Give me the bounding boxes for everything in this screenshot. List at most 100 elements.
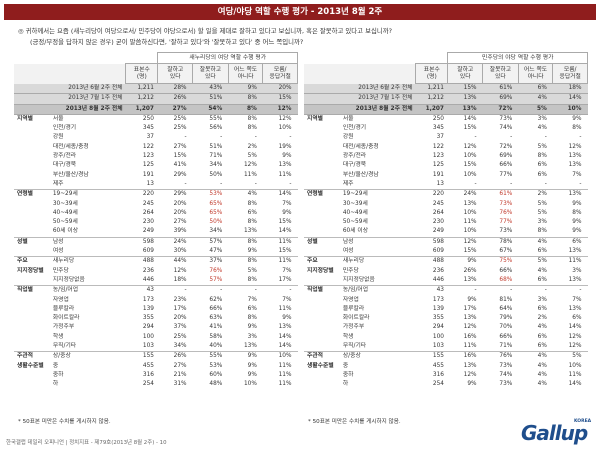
subgroup-label: 19~29세	[340, 189, 416, 200]
value-cell: 7%	[572, 171, 582, 178]
table-row: 가정주부 294 37% 41% 9% 13%	[14, 323, 298, 332]
sample-size: 294	[432, 324, 444, 331]
value-cell: 13%	[243, 343, 257, 350]
group-label	[304, 314, 341, 323]
value-cell: 60%	[209, 371, 223, 378]
table-row: 인천/경기 345 25% 56% 8% 10%	[14, 124, 298, 133]
group-label: 주관적	[14, 351, 51, 362]
value-cell: -	[544, 134, 547, 141]
group-label	[14, 200, 51, 209]
sample-size: 345	[142, 125, 154, 132]
value-cell: 29%	[157, 189, 193, 200]
value-cell: 10%	[552, 104, 588, 115]
subgroup-label: 50~59세	[52, 219, 78, 226]
value-cell: 4%	[228, 189, 263, 200]
value-cell: 26%	[463, 267, 477, 274]
sample-size: 123	[142, 153, 154, 160]
value-cell: 6%	[518, 83, 553, 95]
subgroup-label: 서울	[342, 115, 354, 122]
value-cell: 27%	[157, 104, 193, 115]
table-row: 주관적 상/중상 155 16% 76% 4% 5%	[304, 351, 588, 362]
value-cell: 9%	[447, 256, 483, 267]
column-header: 잘못하고 있다	[482, 63, 519, 84]
group-label: 성별	[14, 236, 51, 248]
subgroup-label: 하	[342, 381, 349, 388]
sample-size: 139	[432, 305, 444, 312]
value-cell: 17%	[278, 276, 292, 283]
table-row: 60세 이상 249 39% 34% 13% 14%	[14, 227, 298, 237]
value-cell: 9%	[572, 200, 582, 207]
value-cell: 12%	[447, 236, 483, 248]
group-label	[304, 323, 341, 332]
group-label	[304, 180, 341, 190]
group-label	[14, 296, 51, 305]
subgroup-label: 대전/세종/충청	[52, 143, 89, 150]
table-row: 무직/기타 103 11% 71% 6% 12%	[304, 342, 588, 352]
table-row: 하 254 31% 48% 10% 11%	[14, 380, 298, 389]
value-cell: 6%	[537, 343, 547, 350]
subgroup-label: 부산/울산/경남	[52, 171, 89, 178]
value-cell: 12%	[463, 371, 477, 378]
header-blank	[14, 63, 126, 84]
sample-size: 250	[432, 115, 444, 122]
group-label	[14, 152, 51, 161]
sample-size: 254	[432, 381, 444, 388]
value-cell: 56%	[209, 125, 223, 132]
group-label	[304, 143, 341, 152]
value-cell: 26%	[157, 93, 193, 105]
opposition-party-table-panel: 민주당의 야당 역할 수행 평가 표본수 (명) 잘하고 있다 잘못하고 있다 어느 쪽…	[304, 52, 588, 390]
value-cell: 5%	[518, 104, 553, 115]
table-row: 강원 37 - - - -	[304, 133, 588, 142]
value-cell: 6%	[552, 236, 588, 248]
value-cell: 76%	[209, 267, 223, 274]
subgroup-label: 50~59세	[342, 219, 368, 226]
sample-size: 254	[142, 381, 154, 388]
ruling-party-table: 새누리당의 여당 역할 수행 평가 표본수 (명) 잘하고 있다 잘못하고 있다 어느 …	[14, 52, 298, 390]
value-cell: 5%	[247, 267, 257, 274]
value-cell: 64%	[499, 305, 513, 312]
group-label	[304, 296, 341, 305]
value-cell: -	[254, 180, 257, 187]
value-cell: 14%	[568, 381, 582, 388]
group-label	[304, 209, 341, 218]
value-cell: 55%	[209, 115, 223, 122]
value-cell: 65%	[209, 209, 223, 216]
value-cell: 37%	[173, 324, 187, 331]
subgroup-label: 여성	[342, 248, 354, 255]
value-cell: 69%	[499, 153, 513, 160]
value-cell: 19%	[278, 143, 292, 150]
value-cell: 9%	[572, 228, 582, 235]
table-row: 50~59세 230 11% 77% 3% 9%	[304, 218, 588, 227]
value-cell: 16%	[463, 333, 477, 340]
subgroup-label: 중하	[342, 371, 354, 378]
value-cell: 12%	[568, 333, 582, 340]
value-cell: 11%	[278, 362, 292, 369]
sample-size: 100	[432, 333, 444, 340]
column-header: 표본수 (명)	[415, 63, 449, 84]
value-cell: 13%	[552, 189, 588, 200]
value-cell: 25%	[173, 125, 187, 132]
subgroup-label: 무직/기타	[52, 343, 77, 350]
sample-size: 1,212	[415, 93, 448, 105]
subgroup-label: 자영업	[342, 296, 359, 303]
sample-size: 155	[125, 351, 158, 362]
table-row: 제주 13 - - - -	[14, 180, 298, 190]
group-label: 주요	[304, 256, 341, 267]
sample-size: 236	[142, 267, 154, 274]
header-blank	[304, 52, 448, 64]
value-cell: 65%	[209, 200, 223, 207]
sample-size: 173	[432, 296, 444, 303]
group-label	[304, 305, 341, 314]
value-cell: 68%	[499, 276, 513, 283]
value-cell: 4%	[537, 125, 547, 132]
sample-size: 264	[432, 209, 444, 216]
value-cell: 51%	[209, 143, 223, 150]
value-cell: 2%	[537, 315, 547, 322]
value-cell: -	[518, 285, 553, 296]
value-cell: 18%	[552, 83, 588, 95]
value-cell: 13%	[463, 362, 477, 369]
table-row: 연령별 19~29세 220 29% 53% 4% 14%	[14, 189, 298, 200]
sample-size: 125	[432, 162, 444, 169]
value-cell: 73%	[499, 228, 513, 235]
group-label	[14, 247, 51, 257]
